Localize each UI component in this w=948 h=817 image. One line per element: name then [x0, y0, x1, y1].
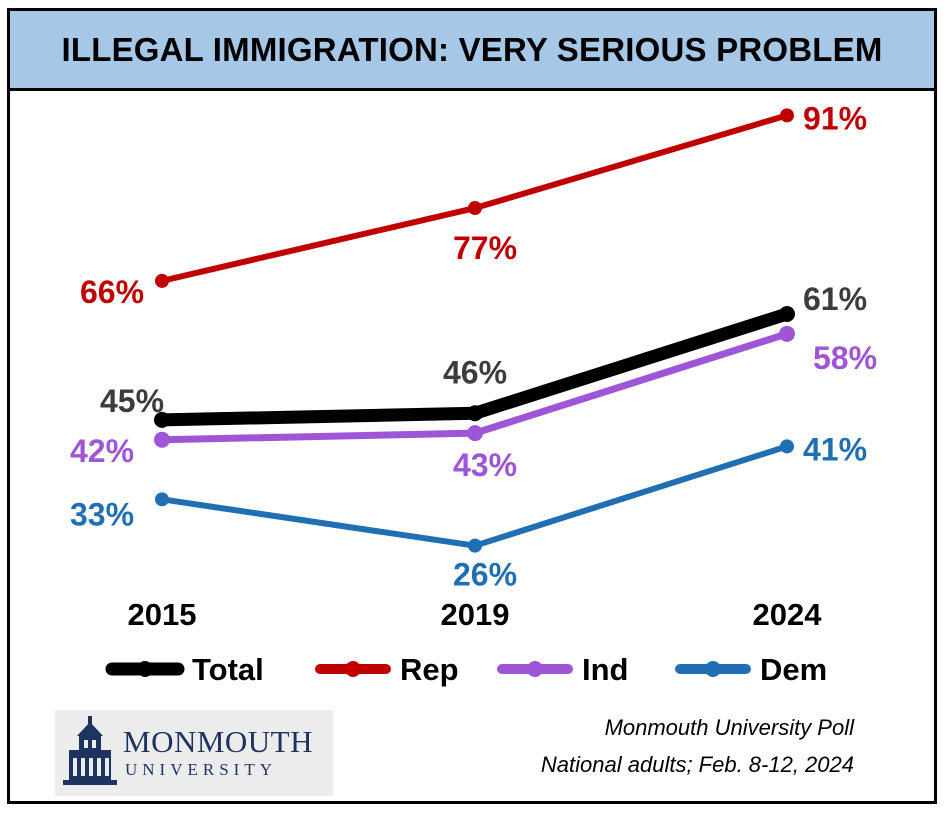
logo-subtitle: UNIVERSITY: [125, 760, 277, 779]
data-point-dem-2024: [780, 439, 794, 454]
monmouth-logo: MONMOUTH UNIVERSITY: [55, 710, 333, 796]
data-label-dem-2024: 41%: [803, 431, 867, 467]
data-point-ind-2024: [779, 325, 795, 342]
legend-label-total: Total: [192, 652, 264, 687]
legend-marker-dem: [705, 661, 721, 677]
data-point-dem-2019: [468, 538, 482, 553]
data-point-rep-2015: [155, 273, 169, 288]
data-label-rep-2024: 91%: [803, 100, 867, 136]
data-label-total-2024: 61%: [803, 281, 867, 317]
data-point-ind-2015: [154, 431, 170, 448]
x-tick-label-2019: 2019: [441, 597, 510, 632]
data-label-dem-2019: 26%: [453, 557, 517, 593]
data-label-rep-2019: 77%: [453, 230, 517, 266]
legend-label-ind: Ind: [582, 652, 629, 687]
x-tick-label-2015: 2015: [128, 597, 197, 632]
data-point-rep-2019: [468, 201, 482, 216]
legend-marker-rep: [345, 661, 361, 677]
data-label-dem-2015: 33%: [70, 496, 134, 532]
poll-source: Monmouth University Poll: [604, 715, 854, 740]
legend-marker-total: [137, 661, 153, 677]
data-label-ind-2019: 43%: [453, 447, 517, 483]
data-point-dem-2015: [155, 492, 169, 507]
data-label-ind-2024: 58%: [813, 340, 877, 376]
x-tick-label-2024: 2024: [753, 597, 823, 632]
data-label-total-2015: 45%: [100, 383, 164, 419]
data-label-rep-2015: 66%: [80, 274, 144, 310]
data-point-total-2015: [154, 411, 170, 428]
poll-sample-dates: National adults; Feb. 8-12, 2024: [540, 752, 854, 777]
data-point-rep-2024: [780, 108, 794, 123]
chart-title: ILLEGAL IMMIGRATION: VERY SERIOUS PROBLE…: [61, 30, 883, 68]
data-label-total-2019: 46%: [443, 354, 507, 390]
data-point-total-2024: [779, 305, 795, 322]
legend-label-dem: Dem: [760, 652, 827, 687]
legend-label-rep: Rep: [400, 652, 459, 687]
university-building-icon: MONMOUTH UNIVERSITY: [63, 716, 313, 785]
data-point-total-2019: [467, 405, 483, 422]
legend-marker-ind: [527, 661, 543, 677]
logo-wordmark: MONMOUTH: [123, 724, 313, 759]
data-label-ind-2015: 42%: [70, 433, 134, 469]
title-band: ILLEGAL IMMIGRATION: VERY SERIOUS PROBLE…: [10, 11, 934, 91]
data-point-ind-2019: [467, 425, 483, 442]
